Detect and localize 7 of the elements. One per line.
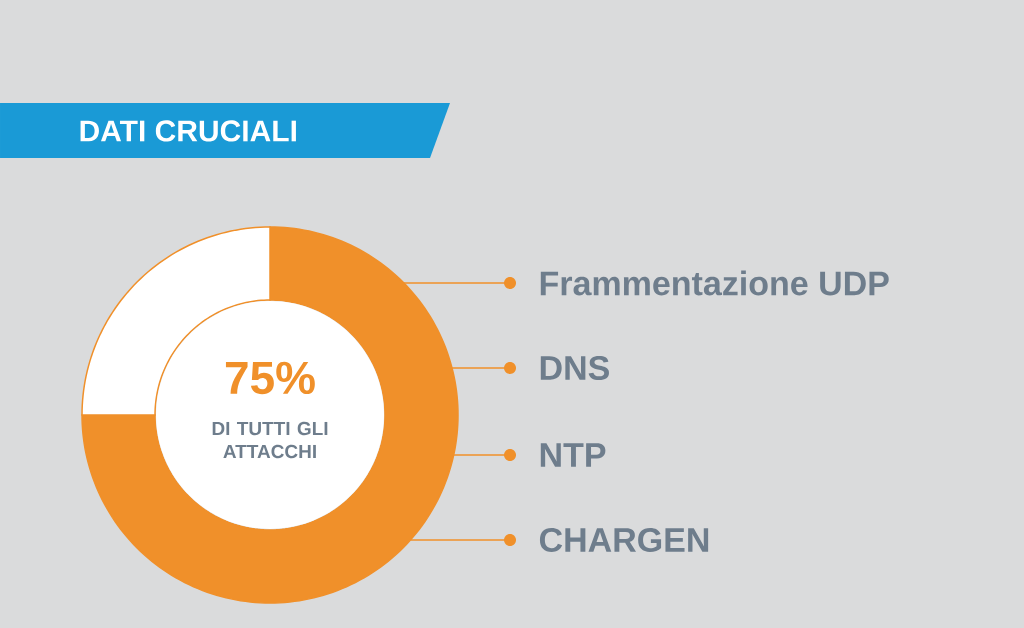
text: DI TUTTI GLI ATTACCHI <box>212 421 328 459</box>
text: Frammentazione UDP <box>540 270 889 296</box>
text: DNS <box>540 355 609 381</box>
text: NTP <box>540 443 606 467</box>
chart-title: DATI CRUCIALI <box>80 120 296 142</box>
data-label: 75% <box>225 361 315 395</box>
text: CHARGEN <box>539 527 709 553</box>
